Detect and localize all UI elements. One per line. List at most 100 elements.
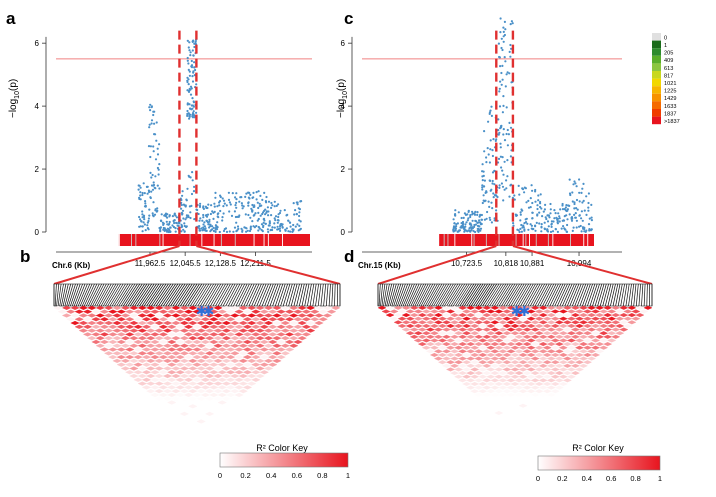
- snp-point: [256, 201, 259, 204]
- ld-cell: [542, 345, 552, 350]
- ld-cell: [268, 354, 278, 360]
- snp-point: [150, 190, 153, 193]
- ld-cell: [522, 378, 532, 383]
- ld-cell: [297, 313, 307, 318]
- ld-cell: [120, 343, 131, 348]
- snp-point: [581, 187, 584, 190]
- snp-point: [506, 128, 509, 132]
- snp-mapping-line: [165, 283, 181, 307]
- snp-point: [508, 121, 511, 124]
- ld-cell: [518, 367, 528, 372]
- snp-point: [289, 230, 292, 233]
- snp-point: [492, 138, 495, 141]
- snp-point: [499, 127, 502, 130]
- snp-point: [252, 205, 255, 209]
- marker-density-bar: [439, 234, 594, 246]
- snp-point: [582, 199, 585, 202]
- snp-point: [238, 200, 241, 203]
- snp-point: [178, 222, 181, 225]
- ld-cell: [141, 317, 152, 322]
- ld-cell: [466, 349, 476, 354]
- snp-mapping-line: [534, 283, 548, 307]
- snp-mapping-line: [217, 283, 231, 307]
- snp-mapping-line: [282, 283, 291, 307]
- snp-mapping-line: [561, 283, 573, 307]
- ld-cell: [217, 339, 227, 345]
- zoom-connector-left: [377, 245, 497, 285]
- marker-density-gap: [131, 234, 132, 246]
- ld-cell: [158, 332, 169, 337]
- snp-point: [491, 149, 494, 152]
- snp-point: [141, 191, 144, 195]
- snp-point: [552, 220, 555, 223]
- color-key-tick-label: 0.2: [557, 474, 567, 483]
- ld-cell: [518, 323, 528, 328]
- snp-point: [270, 214, 273, 217]
- snp-mapping-line: [542, 283, 555, 307]
- legend-label: 613: [664, 66, 673, 72]
- snp-point: [152, 145, 155, 148]
- ld-cell: [158, 317, 169, 322]
- snp-point: [513, 198, 516, 201]
- ld-cell: [242, 385, 253, 390]
- ld-cell: [546, 313, 556, 318]
- ld-cell: [259, 339, 269, 345]
- snp-point: [141, 193, 144, 197]
- ld-cell: [204, 366, 215, 371]
- ld-cell: [514, 421, 524, 426]
- ld-cell: [494, 360, 504, 365]
- snp-point: [148, 126, 151, 129]
- snp-point: [182, 228, 185, 231]
- marker-density-gap: [529, 234, 530, 246]
- ld-cell: [179, 381, 190, 386]
- snp-point: [523, 222, 526, 225]
- ld-cell: [204, 389, 215, 394]
- snp-point: [537, 194, 540, 197]
- ld-cell: [251, 362, 261, 367]
- ld-cell: [446, 323, 456, 328]
- snp-point: [206, 206, 209, 210]
- ld-cell: [433, 334, 443, 339]
- snp-point: [228, 210, 231, 213]
- snp-mapping-line: [64, 283, 72, 307]
- snp-point: [486, 147, 489, 150]
- snp-mapping-line: [612, 283, 619, 307]
- ld-cell: [574, 323, 584, 328]
- snp-point: [177, 224, 180, 227]
- ld-cell: [192, 392, 202, 398]
- ld-cell: [607, 323, 617, 328]
- ld-cell: [554, 320, 564, 325]
- snp-mapping-line: [296, 283, 303, 307]
- ld-cell: [129, 373, 139, 379]
- color-key-tick-label: 1: [658, 474, 662, 483]
- ld-cell: [116, 362, 126, 367]
- snp-point: [180, 230, 183, 233]
- snp-point: [255, 198, 258, 201]
- snp-point: [546, 220, 550, 223]
- ld-cell: [482, 400, 492, 405]
- snp-point: [277, 215, 280, 219]
- snp-point: [575, 219, 579, 222]
- ld-cell: [238, 373, 248, 379]
- ld-cell: [522, 320, 532, 325]
- snp-point: [274, 215, 278, 218]
- snp-point: [202, 223, 205, 226]
- ld-cell: [474, 371, 484, 376]
- ld-cell: [619, 327, 629, 332]
- panel-label-d: d: [344, 247, 354, 266]
- ld-cell: [486, 331, 496, 336]
- snp-point: [268, 222, 271, 225]
- ld-cell: [530, 305, 540, 310]
- ld-cell: [510, 396, 520, 401]
- snp-mapping-line: [505, 283, 520, 307]
- ld-cell: [631, 316, 641, 321]
- ld-cell: [506, 313, 516, 318]
- snp-point: [491, 171, 495, 174]
- ld-cell: [490, 400, 500, 405]
- snp-point: [500, 166, 503, 169]
- ld-cell: [502, 338, 512, 343]
- ld-cell: [175, 309, 185, 314]
- snp-mapping-line: [641, 283, 644, 307]
- ld-cell: [200, 332, 211, 337]
- snp-mapping-line: [293, 283, 300, 307]
